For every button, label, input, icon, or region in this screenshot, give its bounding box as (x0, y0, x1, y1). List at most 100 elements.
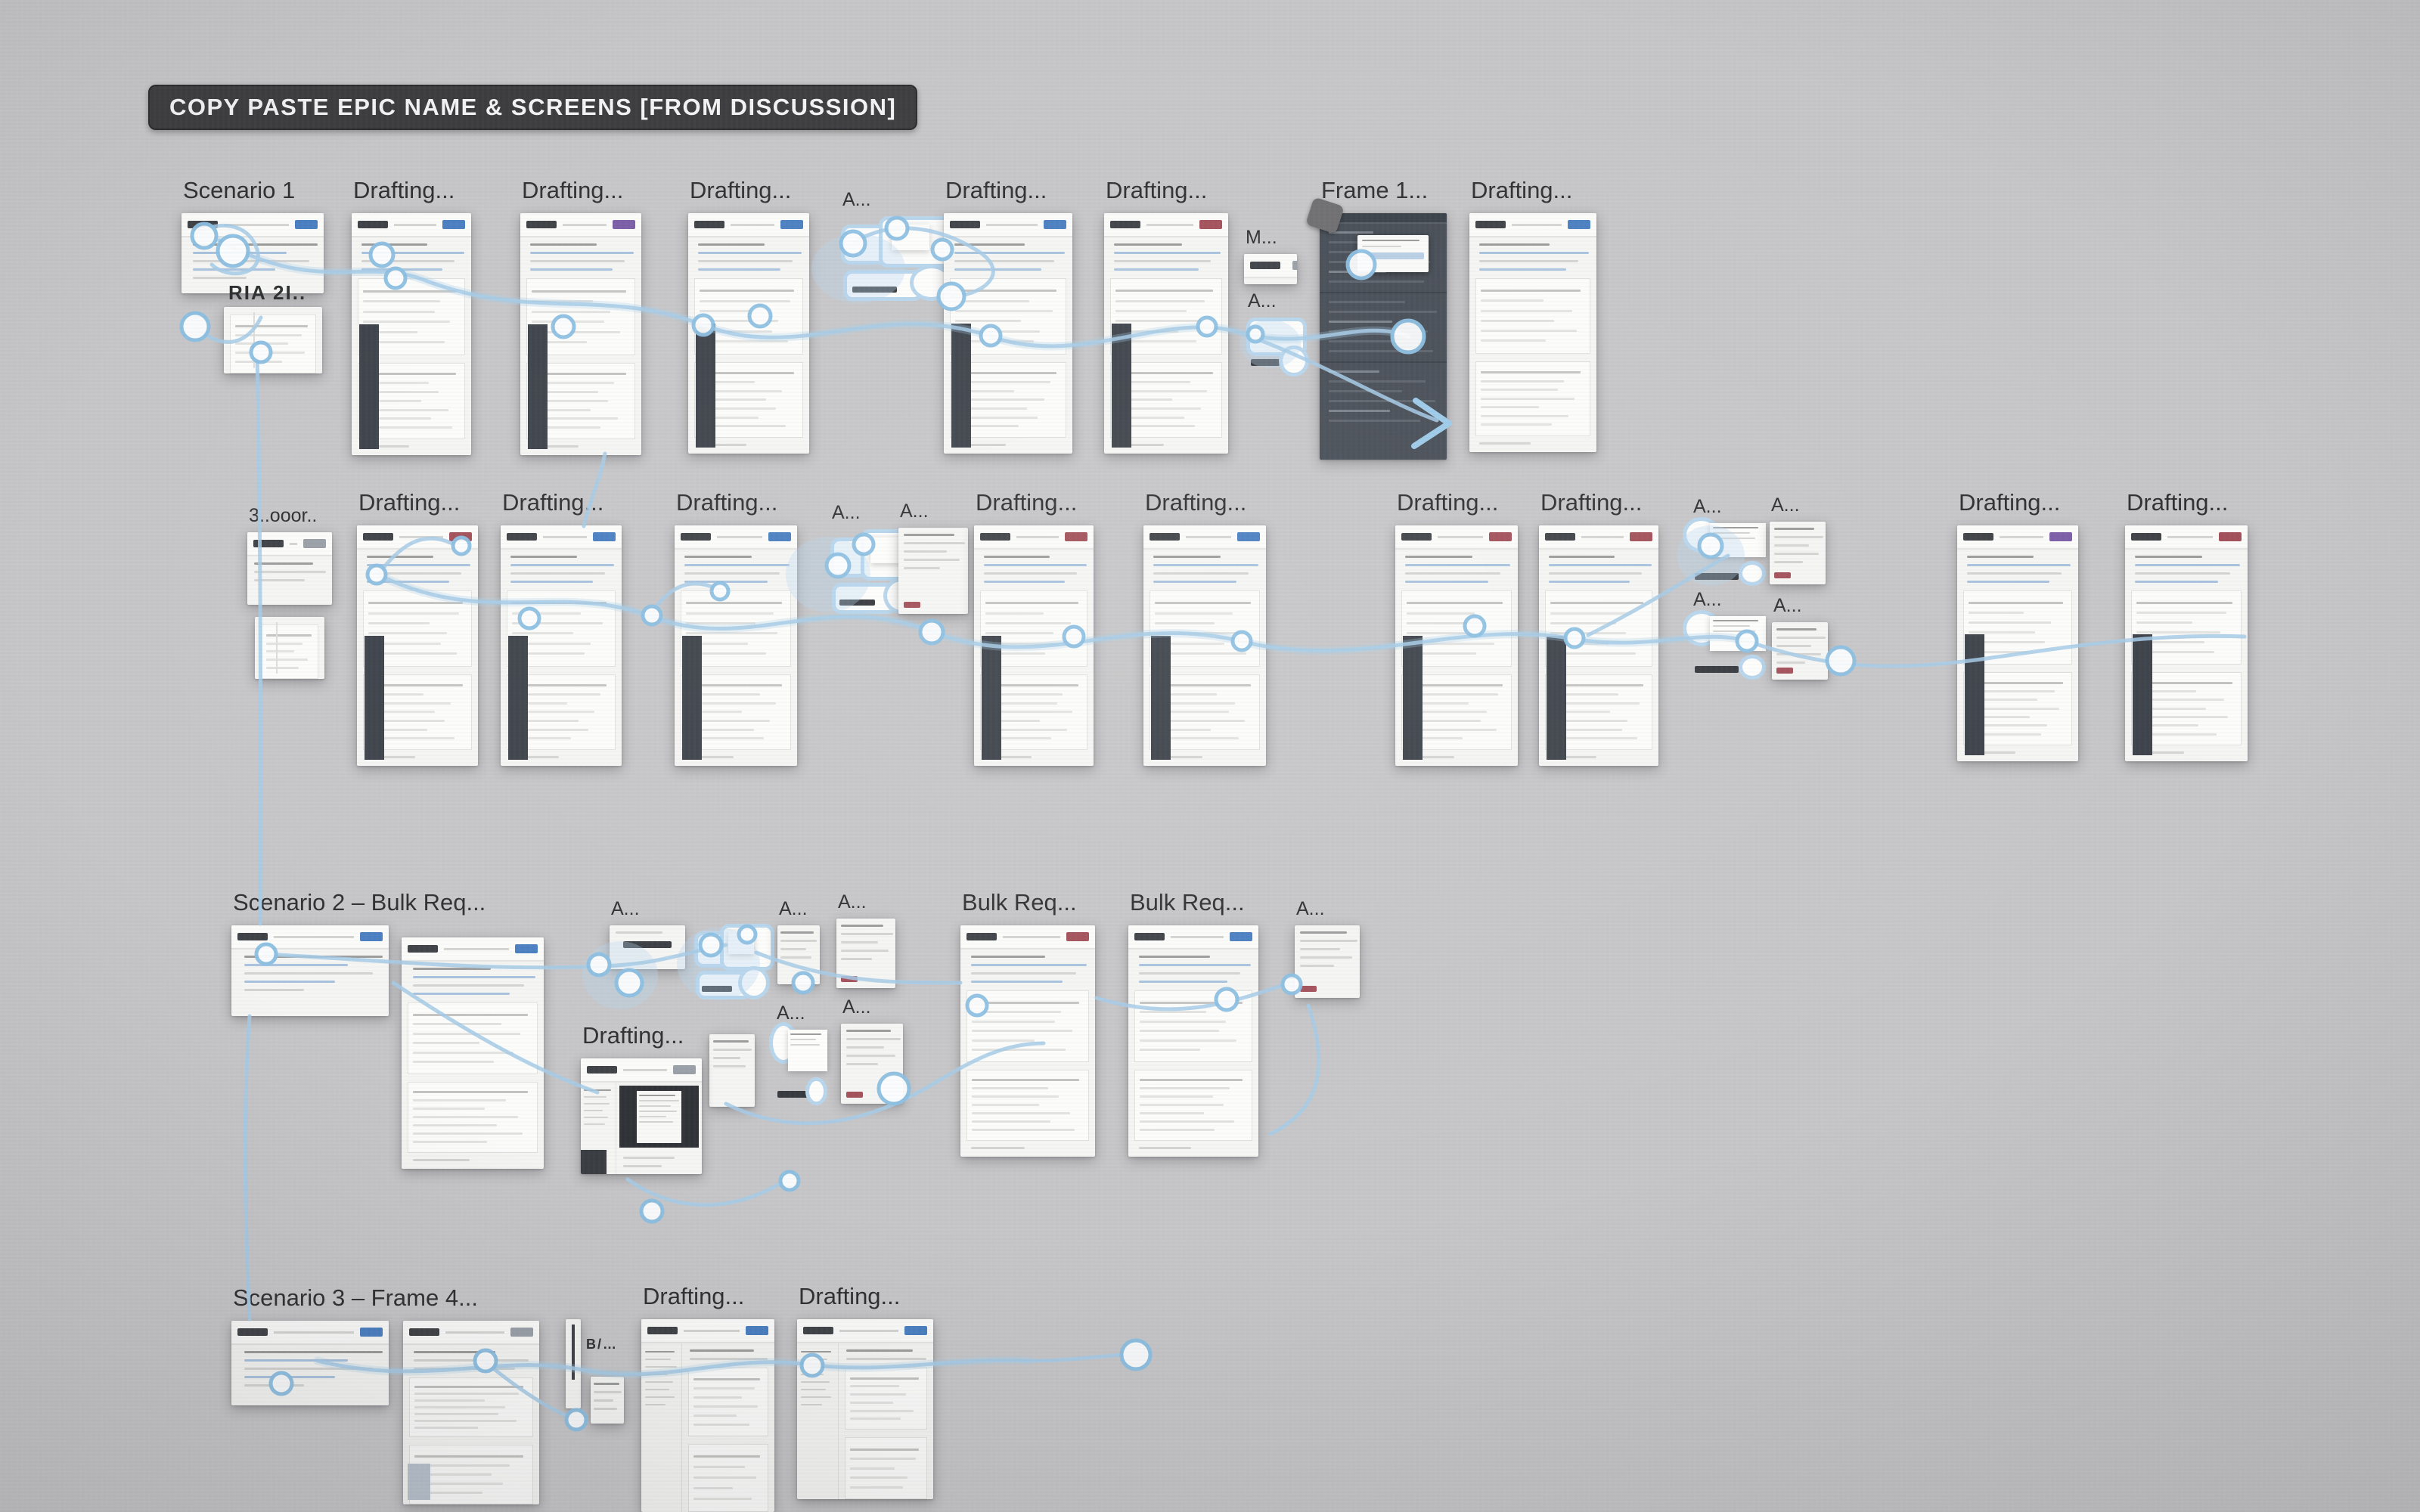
frame-label[interactable]: Scenario 1 (183, 177, 296, 203)
canvas-frame[interactable]: Drafting... (944, 177, 1072, 454)
canvas-frame[interactable] (403, 1321, 539, 1504)
text-fragment[interactable]: B/… (586, 1337, 631, 1355)
canvas-frame[interactable] (566, 1319, 581, 1408)
frame-label[interactable]: Drafting... (1145, 489, 1247, 516)
canvas-frame[interactable]: A... (1770, 494, 1826, 584)
canvas-frame[interactable]: Drafting... (1469, 177, 1596, 452)
canvas-frame[interactable]: A... (610, 898, 685, 969)
frame-label[interactable]: Drafting... (502, 489, 604, 516)
canvas-frame[interactable] (694, 924, 774, 999)
thumbnail-header (403, 1321, 539, 1345)
frame-label[interactable]: A... (777, 1002, 805, 1024)
canvas-frame[interactable]: Drafting... (1395, 489, 1518, 766)
wireframe-line (1713, 538, 1755, 539)
canvas-frame[interactable] (255, 617, 324, 679)
canvas-frame[interactable]: Drafting... (641, 1283, 774, 1512)
canvas-frame[interactable]: Drafting... (2125, 489, 2248, 761)
frame-label[interactable]: Drafting... (1959, 489, 2061, 516)
canvas-frame[interactable]: Drafting... (1143, 489, 1266, 766)
wireframe-line (841, 941, 878, 943)
frame-label[interactable]: A... (1693, 496, 1722, 517)
frame-label[interactable]: Drafting... (2127, 489, 2229, 516)
frame-label[interactable]: A... (1773, 595, 1802, 616)
frame-label[interactable]: Drafting... (690, 177, 792, 203)
wireframe-line (639, 1115, 666, 1117)
frame-label[interactable]: Drafting... (358, 489, 461, 516)
frame-label[interactable]: A... (832, 502, 861, 523)
canvas-frame[interactable]: Scenario 3 – Frame 4... (231, 1284, 478, 1405)
canvas-frame[interactable]: Drafting... (352, 177, 471, 455)
frame-label[interactable]: Drafting... (1106, 177, 1208, 203)
frame-label[interactable]: A... (1693, 589, 1722, 610)
canvas-frame[interactable]: A... (841, 996, 903, 1104)
canvas-frame[interactable]: M... (1244, 227, 1297, 284)
canvas-frame[interactable]: A... (836, 891, 895, 988)
header-badge (587, 1066, 617, 1074)
canvas-frame[interactable]: Drafting... (520, 177, 641, 455)
canvas-frame[interactable]: A... (841, 189, 957, 301)
canvas-frame[interactable]: 3..ooor.. (247, 505, 332, 605)
canvas-frame[interactable]: Bulk Req... (1128, 889, 1258, 1157)
frame-label[interactable]: Scenario 2 – Bulk Req... (233, 889, 486, 916)
canvas-frame[interactable]: A... (1683, 589, 1767, 680)
header-badge (647, 1327, 678, 1334)
canvas-frame[interactable]: A... (1772, 595, 1828, 680)
frame-label[interactable]: Drafting... (1397, 489, 1499, 516)
epic-title-chip[interactable]: COPY PASTE EPIC NAME & SCREENS [FROM DIS… (148, 85, 918, 130)
frame-label[interactable]: A... (611, 898, 640, 919)
frame-label[interactable]: Drafting... (976, 489, 1078, 516)
canvas-frame[interactable]: Drafting... (1539, 489, 1658, 766)
frame-label[interactable]: A... (1771, 494, 1800, 516)
canvas-frame[interactable]: A... (768, 1002, 828, 1105)
canvas-frame[interactable]: Frame 1... (1305, 177, 1447, 460)
canvas-frame[interactable] (709, 1034, 755, 1107)
frame-label[interactable]: Drafting... (945, 177, 1047, 203)
frame-label[interactable]: A... (842, 189, 871, 210)
canvas-frame[interactable]: Drafting... (974, 489, 1094, 766)
frame-label[interactable]: Bulk Req... (962, 889, 1077, 916)
frame-label[interactable]: A... (779, 898, 808, 919)
canvas-frame[interactable] (402, 937, 544, 1169)
canvas-frame[interactable]: A... (1683, 496, 1767, 586)
canvas-frame[interactable]: A... (898, 500, 968, 614)
frame-label[interactable]: Drafting... (522, 177, 624, 203)
canvas-frame[interactable]: Bulk Req... (960, 889, 1095, 1157)
canvas-frame[interactable] (224, 307, 322, 373)
frame-label[interactable]: Drafting... (799, 1283, 901, 1309)
frame-label[interactable]: 3..ooor.. (249, 505, 318, 526)
canvas-frame[interactable]: Drafting... (1104, 177, 1228, 454)
wireframe-line (1404, 572, 1501, 575)
canvas-frame[interactable]: Drafting... (501, 489, 622, 766)
frame-label[interactable]: Drafting... (643, 1283, 745, 1309)
canvas-frame[interactable]: Drafting... (1957, 489, 2078, 761)
canvas-frame[interactable]: Drafting... (581, 1022, 702, 1174)
canvas-frame[interactable]: Drafting... (688, 177, 809, 454)
canvas-frame[interactable]: Drafting... (797, 1283, 933, 1499)
frame-label[interactable]: A... (838, 891, 867, 912)
text-fragment[interactable]: RIA 2I.. (228, 281, 327, 305)
frame-label[interactable]: A... (1296, 898, 1325, 919)
frame-label[interactable]: Bulk Req... (1130, 889, 1245, 916)
canvas-frame[interactable]: A... (777, 898, 820, 984)
wireframe-line (1362, 246, 1402, 248)
wireframe-line (1966, 751, 2015, 754)
frame-label[interactable]: Drafting... (1540, 489, 1643, 516)
frame-label[interactable]: Frame 1... (1321, 177, 1429, 203)
frame-label[interactable]: Drafting... (1471, 177, 1573, 203)
canvas-frame[interactable]: Scenario 2 – Bulk Req... (231, 889, 486, 1016)
frame-label[interactable]: Drafting... (353, 177, 455, 203)
canvas-frame[interactable]: Drafting... (357, 489, 478, 766)
thumbnail-header (402, 937, 544, 962)
frame-label[interactable]: A... (1248, 290, 1277, 311)
frame-label[interactable]: A... (900, 500, 929, 522)
frame-label[interactable]: Drafting... (676, 489, 778, 516)
frame-label[interactable]: M... (1246, 227, 1277, 248)
canvas-frame[interactable]: A... (1295, 898, 1360, 998)
frame-label[interactable]: Drafting... (582, 1022, 684, 1049)
canvas-frame[interactable]: Drafting... (675, 489, 797, 766)
canvas-frame[interactable] (591, 1377, 624, 1424)
frame-label[interactable]: A... (842, 996, 871, 1018)
canvas-frame[interactable]: A... (1246, 290, 1309, 376)
frame-label[interactable]: Scenario 3 – Frame 4... (233, 1284, 478, 1311)
